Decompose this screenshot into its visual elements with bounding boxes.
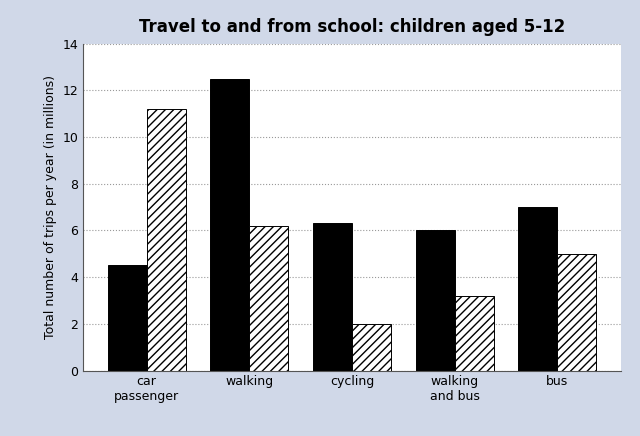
Bar xyxy=(250,226,289,371)
Bar xyxy=(352,324,391,371)
Bar xyxy=(518,207,557,371)
Title: Travel to and from school: children aged 5-12: Travel to and from school: children aged… xyxy=(139,18,565,37)
Y-axis label: Total number of trips per year (in millions): Total number of trips per year (in milli… xyxy=(44,75,57,339)
Bar xyxy=(313,224,352,371)
Bar xyxy=(147,109,186,371)
Bar xyxy=(454,296,493,371)
Bar xyxy=(557,254,596,371)
Bar xyxy=(211,78,250,371)
Bar xyxy=(415,231,454,371)
Bar xyxy=(108,266,147,371)
